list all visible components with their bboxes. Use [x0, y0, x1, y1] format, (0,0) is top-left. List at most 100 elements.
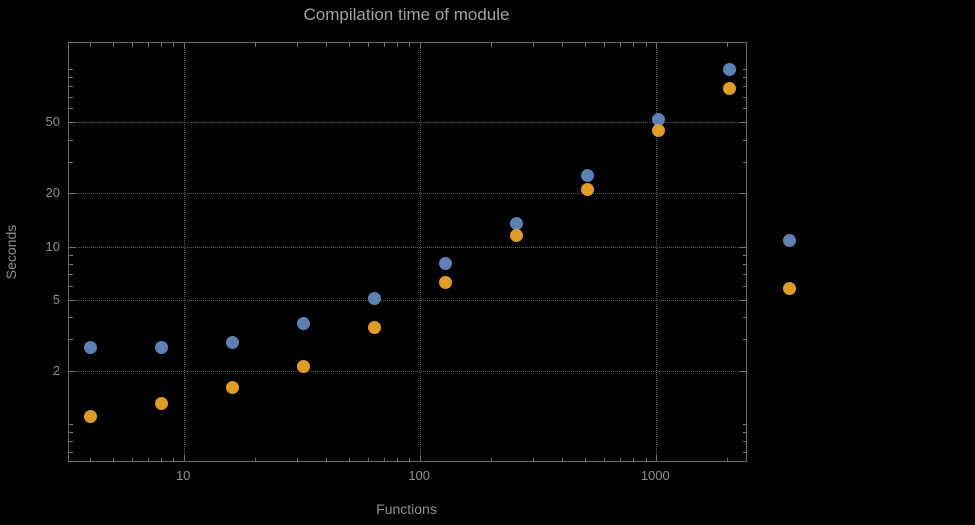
tick-mark-x — [397, 43, 399, 47]
x-axis-label: Functions — [376, 501, 437, 517]
tick-mark-x — [633, 457, 635, 461]
tick-mark-y — [69, 370, 75, 372]
tick-mark-x — [349, 457, 351, 461]
data-point-series-2 — [154, 397, 168, 411]
gridline-y-50 — [69, 122, 746, 124]
data-point-series-2 — [225, 381, 239, 395]
data-point-series-1 — [510, 216, 524, 230]
tick-mark-y — [742, 285, 746, 287]
tick-mark-x — [619, 43, 621, 47]
tick-mark-x — [491, 457, 493, 461]
tick-mark-x — [603, 43, 605, 47]
tick-mark-y — [69, 96, 73, 98]
tick-mark-x — [562, 457, 564, 461]
gridline-y-2 — [69, 370, 746, 372]
tick-mark-x — [532, 457, 534, 461]
data-point-series-1 — [154, 341, 168, 354]
tick-mark-x — [727, 43, 729, 47]
gridline-y-10 — [69, 246, 746, 248]
tick-mark-x — [397, 457, 399, 461]
tick-mark-x — [173, 43, 175, 47]
tick-mark-y — [69, 263, 73, 265]
tick-mark-x — [326, 457, 328, 461]
tick-mark-x — [184, 43, 186, 49]
tick-mark-x — [326, 43, 328, 47]
x-tick-label-100: 100 — [408, 468, 431, 483]
tick-mark-x — [161, 43, 163, 47]
tick-mark-y — [69, 317, 73, 319]
tick-mark-y — [742, 86, 746, 88]
tick-mark-x — [727, 457, 729, 461]
data-point-series-1 — [439, 257, 452, 271]
gridline-y-5 — [69, 300, 746, 301]
tick-mark-x — [367, 43, 369, 47]
tick-mark-y — [740, 193, 746, 195]
x-tick-label-1000: 1000 — [640, 468, 670, 483]
gridline-x-1000 — [656, 43, 658, 461]
legend — [783, 234, 796, 295]
data-point-series-2 — [296, 360, 310, 374]
data-point-series-2 — [581, 182, 595, 196]
tick-mark-x — [491, 43, 493, 47]
tick-mark-x — [367, 457, 369, 461]
tick-mark-y — [69, 254, 73, 256]
y-tick-label-2: 2 — [52, 362, 60, 378]
tick-mark-x — [113, 457, 115, 461]
tick-mark-x — [131, 457, 133, 461]
tick-mark-y — [69, 339, 73, 341]
tick-mark-x — [349, 43, 351, 47]
data-point-series-1 — [225, 335, 239, 349]
y-axis-label: Seconds — [3, 224, 19, 280]
tick-mark-y — [69, 161, 73, 163]
data-point-series-1 — [368, 292, 381, 305]
tick-mark-x — [585, 43, 587, 47]
gridline-y-20 — [69, 193, 746, 195]
tick-mark-y — [69, 285, 73, 287]
tick-mark-y — [742, 263, 746, 265]
tick-mark-x — [147, 457, 149, 461]
tick-mark-y — [742, 96, 746, 98]
tick-mark-x — [420, 43, 422, 49]
data-point-series-2 — [723, 81, 737, 95]
tick-mark-y — [740, 300, 746, 301]
tick-mark-y — [69, 432, 73, 434]
tick-mark-x — [255, 43, 257, 47]
tick-mark-x — [645, 43, 647, 47]
tick-mark-x — [603, 457, 605, 461]
data-point-series-1 — [581, 169, 595, 183]
tick-mark-x — [147, 43, 149, 47]
tick-mark-y — [69, 139, 73, 141]
y-tick-label-5: 5 — [52, 292, 60, 307]
tick-mark-y — [69, 274, 73, 275]
tick-mark-y — [742, 441, 746, 443]
tick-mark-y — [742, 339, 746, 341]
tick-mark-y — [742, 317, 746, 319]
legend-marker-series-2 — [783, 282, 796, 295]
tick-mark-x — [633, 43, 635, 47]
tick-mark-y — [742, 77, 746, 79]
tick-mark-x — [383, 43, 385, 47]
tick-mark-x — [296, 457, 298, 461]
tick-mark-x — [532, 43, 534, 47]
chart-title: Compilation time of module — [303, 5, 510, 24]
tick-mark-x — [383, 457, 385, 461]
gridline-x-10 — [184, 43, 186, 461]
tick-mark-y — [742, 432, 746, 434]
data-point-series-1 — [83, 341, 97, 354]
tick-mark-x — [585, 457, 587, 461]
tick-mark-y — [69, 122, 75, 124]
tick-mark-x — [656, 455, 658, 461]
data-point-series-2 — [368, 321, 381, 334]
data-point-series-2 — [83, 410, 97, 424]
tick-mark-y — [742, 451, 746, 453]
tick-mark-y — [742, 274, 746, 275]
tick-mark-x — [645, 457, 647, 461]
tick-mark-x — [619, 457, 621, 461]
data-point-series-1 — [652, 112, 666, 126]
tick-mark-y — [69, 77, 73, 79]
tick-mark-x — [409, 457, 411, 461]
tick-mark-y — [69, 300, 75, 301]
tick-mark-y — [69, 193, 75, 195]
tick-mark-x — [562, 43, 564, 47]
tick-mark-y — [742, 139, 746, 141]
